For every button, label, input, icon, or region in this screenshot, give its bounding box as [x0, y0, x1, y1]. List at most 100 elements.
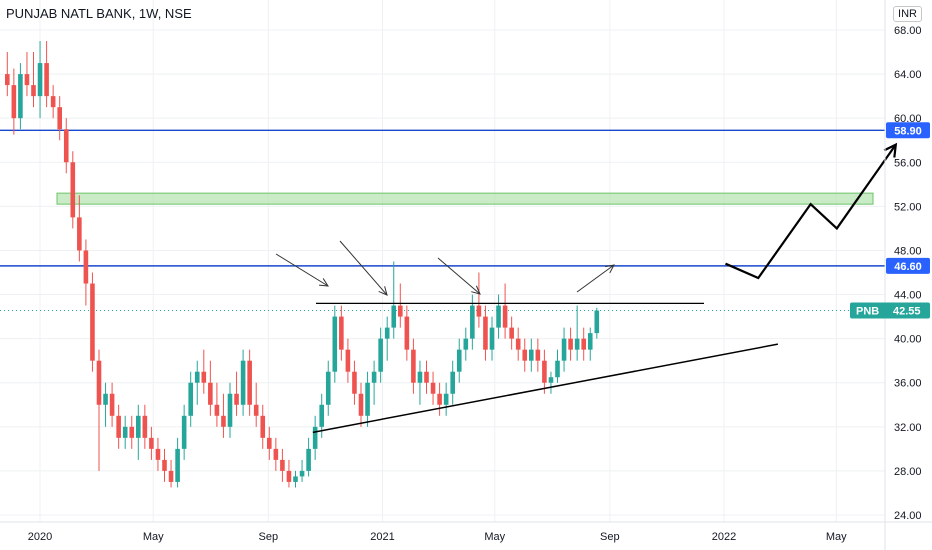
last-price-symbol: PNB — [856, 306, 879, 318]
candle-body — [476, 305, 482, 317]
candle-body — [450, 371, 455, 394]
y-tick-label: 68.00 — [894, 25, 922, 37]
x-tick-label: 2020 — [28, 531, 52, 543]
candle-body — [155, 448, 161, 460]
currency-label[interactable]: INR — [893, 6, 922, 22]
candle-body — [142, 415, 148, 438]
candle-body — [574, 338, 580, 350]
candle-body — [378, 338, 383, 372]
candle-body — [83, 250, 89, 284]
projection-path — [725, 144, 897, 280]
y-tick-label: 36.00 — [894, 378, 922, 390]
y-tick-label: 24.00 — [894, 510, 922, 522]
candle-body — [253, 404, 259, 416]
candle-body — [424, 371, 429, 383]
candle-body — [371, 371, 377, 383]
candle-body — [162, 459, 167, 471]
candle-body — [352, 371, 357, 394]
level-badge — [886, 122, 930, 139]
candle-body — [293, 476, 298, 482]
candle-body — [18, 74, 23, 119]
level-badge-label: 58.90 — [894, 125, 922, 137]
candle-body — [109, 393, 115, 416]
candle-body — [339, 316, 344, 350]
candles — [5, 41, 600, 488]
candle-body — [594, 310, 600, 334]
candle-body — [502, 305, 508, 328]
annotation-arrow — [275, 253, 329, 287]
y-tick-label: 28.00 — [894, 466, 922, 478]
candle-body — [24, 74, 30, 86]
candle-body — [194, 371, 200, 383]
candle-body — [561, 338, 567, 361]
candle-body — [103, 393, 108, 405]
annotation-arrow-head — [318, 278, 329, 287]
candle-body — [188, 382, 193, 416]
candle-body — [181, 415, 187, 449]
candle-body — [555, 360, 560, 378]
trendline-drawings — [275, 142, 898, 434]
candle-body — [515, 338, 521, 350]
candle-body — [149, 437, 154, 449]
candle-body — [411, 349, 416, 383]
chart-grid — [0, 0, 885, 522]
x-tick-label: 2021 — [370, 531, 394, 543]
candle-body — [286, 470, 292, 482]
candle-body — [44, 63, 49, 97]
x-tick-label: May — [143, 531, 164, 543]
candle-body — [221, 415, 226, 427]
annotation-arrow-head — [378, 286, 388, 296]
candle-body — [312, 426, 318, 449]
candle-body — [50, 96, 56, 108]
candle-body — [365, 382, 370, 416]
candle-body — [581, 338, 586, 350]
candle-body — [358, 393, 364, 416]
candle-body — [240, 360, 246, 405]
candle-body — [63, 129, 69, 163]
time-axis[interactable]: 2020MaySep2021MaySep2022MaySep — [28, 531, 932, 543]
support-trendline — [312, 343, 779, 434]
candle-body — [31, 85, 36, 97]
last-price-badge — [850, 302, 930, 319]
candle-body — [470, 305, 475, 339]
candle-body — [247, 360, 252, 405]
candle-body — [273, 448, 279, 460]
candle-body — [587, 333, 593, 350]
candle-body — [463, 338, 469, 350]
candle-body — [234, 393, 239, 405]
candle-body — [96, 360, 102, 405]
x-tick-label: 2022 — [712, 531, 736, 543]
candle-body — [267, 437, 272, 449]
candle-body — [332, 316, 338, 372]
x-tick-label: May — [826, 531, 847, 543]
chart-title: PUNJAB NATL BANK, 1W, NSE — [6, 6, 192, 21]
candle-body — [70, 162, 76, 218]
candle-body — [90, 283, 95, 361]
y-tick-label: 60.00 — [894, 113, 922, 125]
candle-body — [325, 371, 331, 405]
candle-body — [175, 448, 180, 482]
candle-body — [260, 415, 266, 438]
candle-body — [168, 470, 174, 482]
x-tick-label: May — [484, 531, 505, 543]
candle-body — [509, 327, 514, 339]
price-axis[interactable]: 24.00 28.00 32.00 36.00 40.00 44.00 48.00 52.00… — [894, 25, 922, 522]
candle-body — [456, 349, 462, 372]
candle-body — [319, 404, 324, 427]
y-tick-label: 64.00 — [894, 69, 922, 81]
candle-body — [535, 349, 541, 361]
y-tick-label: 56.00 — [894, 157, 922, 169]
candle-body — [208, 382, 213, 405]
annotation-arrow-head — [605, 264, 615, 274]
candle-body — [280, 459, 285, 471]
candle-body — [201, 371, 207, 383]
annotation-arrow — [437, 257, 481, 295]
candle-body — [116, 415, 121, 438]
candle-body — [496, 305, 501, 328]
candle-body — [548, 377, 554, 383]
candle-body — [430, 382, 436, 394]
y-tick-label: 52.00 — [894, 201, 922, 213]
candle-body — [417, 371, 423, 383]
last-price-label: 42.55 — [893, 306, 921, 318]
